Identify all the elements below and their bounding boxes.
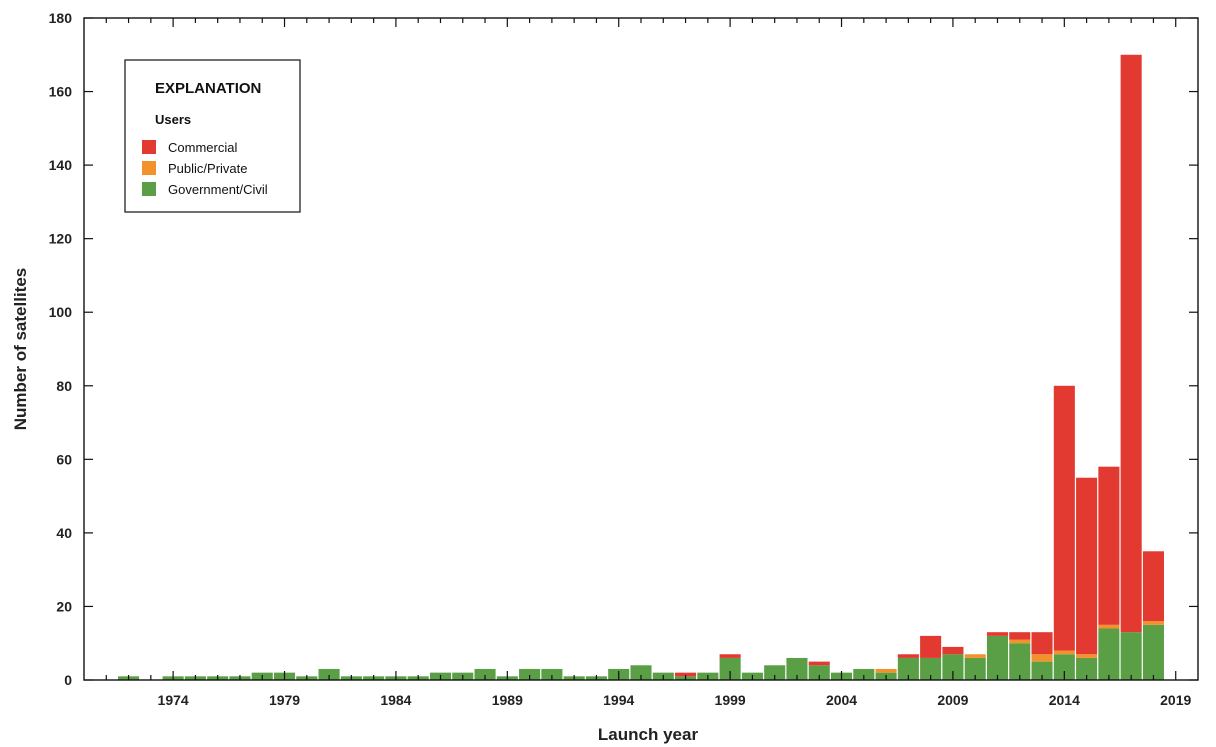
y-tick-label-40: 40	[56, 525, 72, 541]
x-tick-label-1979: 1979	[269, 692, 300, 708]
y-tick-label-180: 180	[49, 10, 73, 26]
bar-government-civil-2017	[1120, 632, 1142, 680]
y-tick-label-0: 0	[64, 672, 72, 688]
x-tick-label-1994: 1994	[603, 692, 634, 708]
bar-commercial-2009	[942, 646, 964, 655]
x-tick-label-1989: 1989	[492, 692, 523, 708]
bar-commercial-2012	[1009, 632, 1031, 640]
bar-government-civil-1988	[474, 668, 496, 680]
tick-labels: 1974 1979 1984 1989 1994 1999 2004 2009 2014 2019…	[49, 10, 1192, 708]
bar-public-private-2014	[1053, 650, 1075, 655]
y-tick-label-100: 100	[49, 304, 73, 320]
bar-government-civil-2016	[1098, 628, 1120, 680]
bar-government-civil-1991	[541, 668, 563, 680]
y-tick-label-160: 160	[49, 84, 73, 100]
x-tick-label-2004: 2004	[826, 692, 857, 708]
bar-public-private-2015	[1076, 654, 1098, 658]
y-axis-title: Number of satellites	[11, 268, 30, 431]
bar-government-civil-2011	[986, 635, 1009, 680]
bar-government-civil-2012	[1009, 643, 1031, 680]
bar-government-civil-2002	[786, 657, 808, 680]
bar-commercial-2016	[1098, 466, 1120, 625]
x-tick-label-2019: 2019	[1160, 692, 1191, 708]
legend-swatch-public-private	[142, 161, 156, 175]
bar-government-civil-2013	[1031, 661, 1053, 680]
legend-swatch-government-civil	[142, 182, 156, 196]
legend-label-commercial: Commercial	[168, 140, 237, 155]
bar-public-private-2012	[1009, 639, 1031, 644]
x-tick-label-2009: 2009	[937, 692, 968, 708]
bar-public-private-2013	[1031, 654, 1053, 662]
bar-government-civil-2005	[853, 668, 875, 680]
y-tick-label-80: 80	[56, 378, 72, 394]
legend-label-government-civil: Government/Civil	[168, 182, 268, 197]
bar-government-civil-1995	[630, 665, 652, 680]
bar-public-private-2006	[875, 668, 897, 673]
bar-government-civil-2009	[942, 654, 964, 680]
bar-government-civil-2018	[1142, 624, 1164, 680]
bar-commercial-2018	[1142, 551, 1164, 622]
bar-commercial-2007	[897, 654, 919, 658]
x-tick-label-1974: 1974	[158, 692, 189, 708]
bar-commercial-2015	[1076, 477, 1098, 655]
bar-commercial-2014	[1053, 385, 1075, 651]
bar-government-civil-2010	[964, 657, 986, 680]
bar-commercial-2008	[920, 635, 942, 658]
axis-ticks	[84, 17, 1198, 681]
x-tick-label-1984: 1984	[380, 692, 411, 708]
legend-label-public-private: Public/Private	[168, 161, 247, 176]
bar-government-civil-1981	[318, 668, 340, 680]
bar-commercial-1999	[719, 654, 741, 658]
legend-title: EXPLANATION	[155, 80, 261, 97]
y-tick-label-120: 120	[49, 231, 73, 247]
bar-government-civil-1990	[519, 668, 541, 680]
bar-commercial-1997	[675, 672, 697, 677]
legend-subtitle: Users	[155, 112, 191, 127]
y-tick-label-20: 20	[56, 598, 72, 614]
bar-public-private-2018	[1142, 621, 1164, 625]
bar-government-civil-2008	[920, 657, 942, 680]
bar-commercial-2017	[1120, 54, 1142, 633]
x-tick-label-2014: 2014	[1049, 692, 1080, 708]
legend: EXPLANATION Users Commercial Public/Priva…	[124, 59, 301, 213]
bar-government-civil-2003	[808, 665, 830, 680]
bar-commercial-2011	[986, 632, 1009, 636]
bar-commercial-2003	[808, 661, 830, 666]
bar-government-civil-2015	[1076, 657, 1098, 680]
bar-government-civil-2007	[897, 657, 919, 680]
legend-swatch-commercial	[142, 140, 156, 154]
bar-government-civil-2014	[1053, 654, 1075, 680]
y-tick-label-140: 140	[49, 157, 73, 173]
bar-government-civil-2001	[764, 665, 786, 680]
x-axis-title: Launch year	[598, 725, 699, 744]
bar-public-private-2010	[964, 654, 986, 658]
y-tick-label-60: 60	[56, 451, 72, 467]
bar-commercial-2013	[1031, 632, 1053, 655]
bar-public-private-2016	[1098, 624, 1120, 629]
bar-government-civil-1999	[719, 657, 741, 680]
x-tick-label-1999: 1999	[715, 692, 746, 708]
